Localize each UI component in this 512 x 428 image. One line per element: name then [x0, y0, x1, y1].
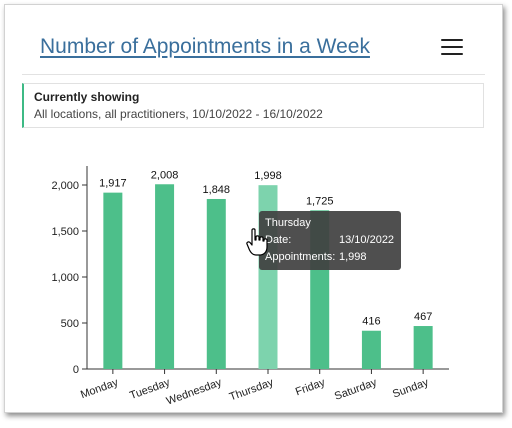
filter-heading: Currently showing — [34, 90, 140, 104]
report-title-link[interactable]: Number of Appointments in a Week — [40, 35, 370, 58]
x-tick-label: Monday — [79, 376, 120, 401]
y-tick-label: 2,000 — [51, 180, 79, 192]
bar-monday — [103, 192, 123, 369]
x-tick-label: Thursday — [228, 376, 276, 403]
y-tick-label: 1,500 — [51, 226, 79, 238]
bar-value-label: 1,725 — [306, 195, 334, 207]
menu-line — [441, 53, 463, 55]
tooltip-date-label: Date: — [265, 234, 292, 246]
y-tick-label: 0 — [73, 364, 79, 376]
bar-value-label: 2,008 — [151, 169, 179, 181]
y-tick-label: 1,000 — [51, 272, 79, 284]
y-tick-label: 500 — [61, 318, 79, 330]
bar-saturday — [361, 330, 381, 369]
tooltip-date-value: 13/10/2022 — [339, 234, 395, 246]
x-tick-label: Friday — [294, 376, 327, 398]
x-tick-label: Wednesday — [165, 376, 224, 407]
x-tick-label: Sunday — [391, 376, 431, 400]
menu-line — [441, 46, 463, 48]
bar-tuesday — [155, 184, 175, 369]
menu-line — [441, 39, 463, 41]
bar-value-label: 416 — [362, 316, 380, 328]
x-tick-label: Saturday — [333, 376, 379, 403]
bar-value-label: 1,848 — [203, 184, 231, 196]
filter-summary: Currently showing All locations, all pra… — [22, 83, 484, 128]
hamburger-menu-icon[interactable] — [441, 39, 463, 57]
bar-value-label: 1,917 — [99, 178, 127, 190]
bar-value-label: 467 — [414, 311, 432, 323]
tooltip-appointments-value: 1,998 — [339, 251, 367, 263]
bar-value-label: 1,998 — [254, 170, 282, 182]
bar-wednesday — [206, 198, 226, 369]
tooltip-title: Thursday — [265, 217, 311, 229]
filter-description: All locations, all practitioners, 10/10/… — [34, 107, 323, 121]
header-divider — [22, 74, 485, 75]
bar-sunday — [413, 326, 433, 369]
tooltip-appointments-label: Appointments: — [265, 251, 336, 263]
hand-pointer-cursor-icon — [246, 228, 268, 256]
chart-tooltip: Thursday Date: 13/10/2022 Appointments: … — [259, 211, 401, 270]
